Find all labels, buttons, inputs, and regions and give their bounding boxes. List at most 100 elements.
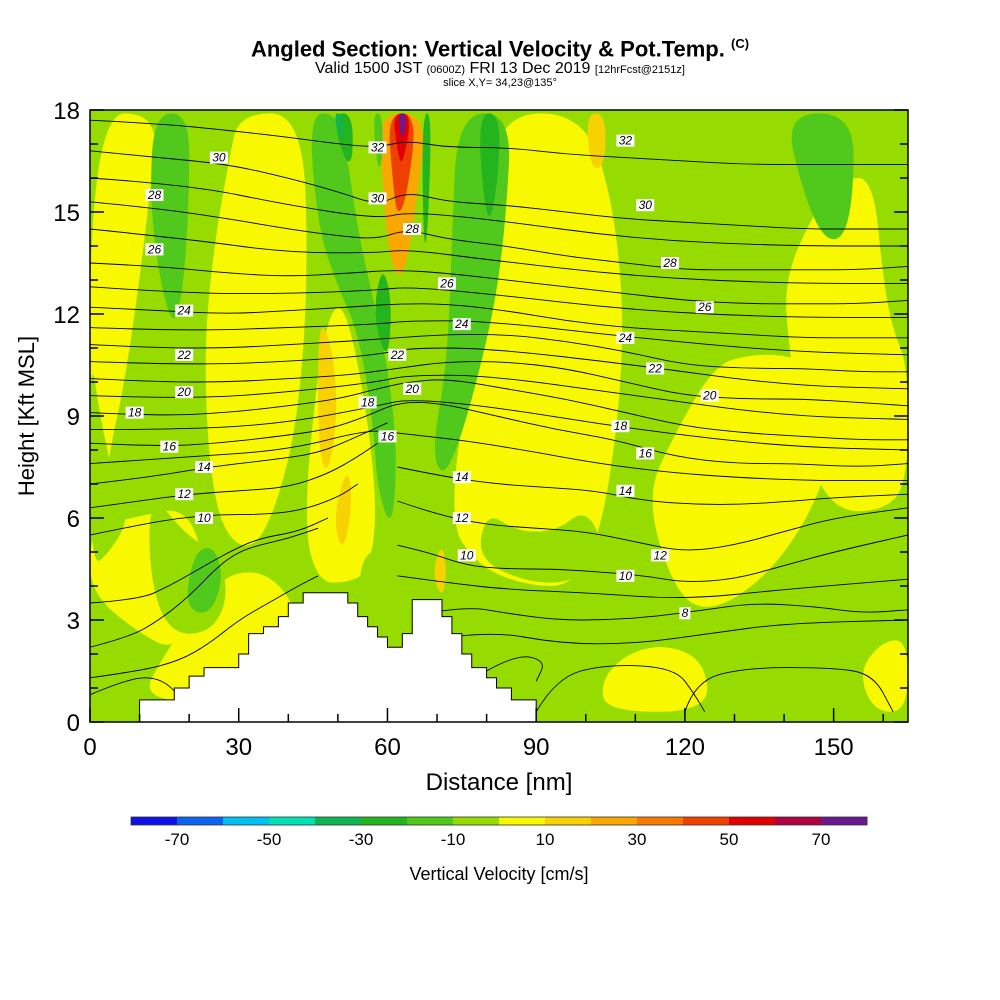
contour-label-box: [457, 549, 476, 562]
isentrope-line: [90, 517, 329, 604]
isentrope-line: [90, 303, 908, 339]
colorbar-swatch: [729, 817, 776, 825]
colorbar-swatch: [223, 817, 270, 825]
velocity-region: [335, 475, 352, 545]
isentrope-line: [397, 575, 908, 599]
contour-label: 28: [662, 256, 677, 270]
colorbar-tick-label: 70: [812, 830, 831, 849]
velocity-region: [335, 113, 343, 139]
contour-label: 28: [405, 222, 420, 236]
contour-label-box: [695, 301, 714, 314]
contour-label: 10: [460, 548, 474, 562]
plot-area: 30 28 26 24 22 20 18 16 14 12 10 32 30 28 26 24 22 20 18 16…: [90, 110, 908, 722]
isentrope-line: [427, 603, 908, 621]
colorbar-label: Vertical Velocity [cm/s]: [409, 864, 588, 884]
contour-label: 26: [147, 242, 162, 256]
contour-label: 30: [212, 151, 226, 165]
contour-label-box: [700, 389, 719, 402]
contour-label-box: [145, 243, 164, 256]
isentrope-line: [90, 347, 908, 390]
colorbar-swatch: [683, 817, 730, 825]
contour-label-box: [452, 471, 471, 484]
colorbar-swatch: [131, 817, 178, 825]
velocity-region: [602, 646, 708, 712]
isentrope-line: [90, 400, 908, 451]
velocity-region: [318, 327, 337, 468]
contour-label-box: [636, 447, 655, 460]
y-tick-label: 12: [53, 302, 80, 329]
colorbar-tick-label: -50: [257, 830, 282, 849]
colorbar-swatch: [499, 817, 546, 825]
y-axis: 0 3 6 9 12 15 18: [53, 98, 908, 737]
contour-label: 24: [177, 304, 192, 318]
isentrope-line: [90, 333, 908, 373]
contour-label: 12: [455, 511, 469, 525]
contour-label: 22: [647, 361, 662, 375]
colorbar-tick-label: -70: [165, 830, 190, 849]
contour-label: 12: [178, 487, 192, 501]
colorbar-tick-label: -10: [441, 830, 466, 849]
colorbar-tick-label: 30: [628, 830, 647, 849]
contour-label: 22: [177, 348, 192, 362]
colorbar: -70 -50 -30 -10 10 30 50 70: [130, 816, 868, 849]
velocity-region: [480, 515, 600, 583]
velocity-region: [480, 113, 500, 216]
isentrope-line: [90, 575, 319, 679]
velocity-region: [652, 354, 829, 607]
contour-label: 30: [371, 191, 385, 205]
velocity-region: [311, 113, 396, 519]
contour-label-box: [175, 488, 194, 501]
isentrope-line: [90, 150, 908, 230]
isentrope-line: [90, 119, 908, 165]
colorbar-swatch: [361, 817, 408, 825]
contour-label-box: [175, 386, 194, 399]
velocity-region: [205, 113, 307, 546]
y-axis-label: Height [Kft MSL]: [14, 336, 39, 496]
y-tick-label: 18: [53, 98, 80, 125]
contour-label-box: [160, 440, 179, 453]
isentrope-line: [90, 430, 908, 482]
velocity-region: [374, 113, 383, 167]
contour-label: 10: [197, 511, 211, 525]
contour-label-box: [611, 420, 630, 433]
colorbar-swatch: [177, 817, 224, 825]
isentrope-line: [397, 466, 908, 505]
y-tick-label: 0: [67, 710, 80, 737]
valid-zulu: (0600Z): [426, 64, 466, 76]
isentrope-line: [397, 500, 908, 551]
contour-label-box: [388, 348, 407, 361]
velocity-region: [786, 178, 908, 512]
colorbar-swatch: [315, 817, 362, 825]
contour-label: 14: [197, 460, 211, 474]
contour-label-box: [195, 461, 214, 473]
isentrope-line: [90, 286, 908, 318]
contour-label: 24: [454, 317, 469, 331]
colorbar-swatch: [407, 817, 454, 825]
contour-label: 18: [614, 419, 628, 433]
contour-label-box: [651, 549, 670, 562]
contour-labels: 30 28 26 24 22 20 18 16 14 12 10 32 30 28 26 24 22 20 18 16…: [125, 134, 719, 620]
contour-label-box: [403, 223, 422, 235]
contour-label-box: [378, 430, 397, 443]
contour-label-box: [209, 151, 228, 164]
isentrope-lines: [90, 119, 908, 713]
isentrope-line: [427, 619, 908, 645]
contour-label-box: [368, 141, 387, 154]
x-tick-label: 0: [83, 734, 96, 761]
x-tick-label: 60: [374, 734, 401, 761]
contour-label: 16: [163, 440, 177, 454]
contour-label: 30: [639, 198, 653, 212]
contour-label-box: [636, 199, 655, 212]
contour-label: 12: [653, 548, 667, 562]
velocity-region: [394, 113, 409, 162]
colorbar-tick-label: -30: [349, 830, 374, 849]
colorbar-swatch: [591, 817, 638, 825]
contour-label: 14: [455, 470, 469, 484]
contour-label-box: [125, 406, 144, 419]
velocity-region: [375, 274, 391, 352]
colorbar-tick-label: 10: [536, 830, 555, 849]
contour-label-box: [616, 484, 635, 497]
colorbar-swatch: [821, 817, 868, 825]
isentrope-line: [90, 201, 908, 271]
